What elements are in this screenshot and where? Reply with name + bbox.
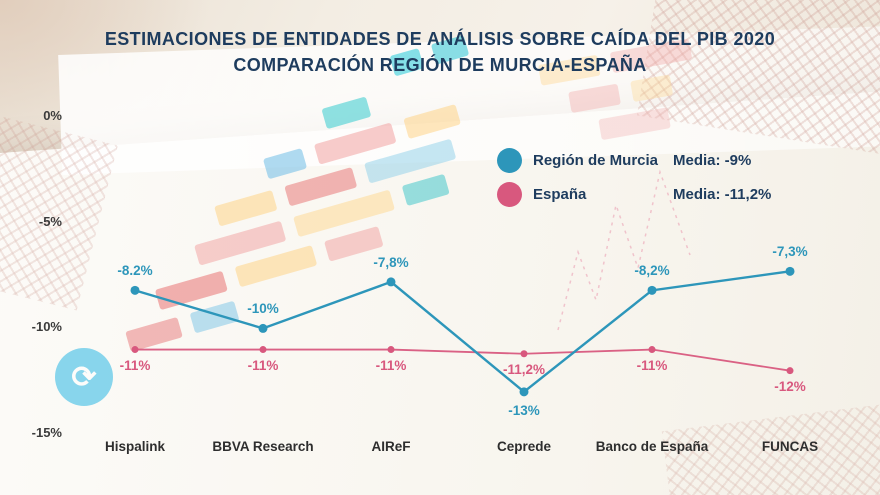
decorative-zigzag-line [557, 169, 691, 331]
x-axis-label-funcas: FUNCAS [761, 439, 819, 454]
espana-value-hispalink: -11% [119, 357, 151, 373]
x-axis-label-bbva: BBVA Research [212, 439, 314, 454]
pie-chart-icon: ⟳ [55, 348, 113, 406]
murcia-legend-dot [497, 147, 522, 173]
espana-media-value: Media: -11,2% [673, 185, 772, 203]
murcia-legend-label: Región de Murcia [533, 151, 659, 169]
x-axis-label-banco: Banco de España [595, 439, 709, 454]
y-axis-label-neg5: -5% [38, 213, 62, 229]
murcia-media-value: Media: -9% [673, 151, 752, 169]
espana-legend-label: España [533, 185, 587, 203]
chart-title: ESTIMACIONES DE ENTIDADES DE ANÁLISIS SO… [0, 26, 880, 78]
espana-value-funcas: -12% [774, 378, 806, 394]
murcia-value-airef: -7,8% [373, 254, 409, 270]
murcia-value-bbva: -10% [247, 301, 279, 317]
chart-title-line2: COMPARACIÓN REGIÓN DE MURCIA-ESPAÑA [233, 55, 647, 75]
legend: Región de Murcia Media: -9% España Media… [497, 143, 771, 211]
x-axis-label-ceprede: Ceprede [496, 439, 552, 454]
murcia-value-banco: -8,2% [634, 263, 670, 279]
y-axis-label-neg10: -10% [31, 319, 62, 335]
y-axis-label-0: 0% [43, 108, 62, 123]
espana-value-banco: -11% [636, 357, 668, 373]
espana-value-ceprede: -11,2% [502, 361, 546, 377]
legend-row-espana: España Media: -11,2% [497, 177, 771, 211]
murcia-value-ceprede: -13% [508, 402, 540, 418]
espana-line [135, 348, 791, 372]
murcia-value-hispalink: -8.2% [117, 263, 153, 279]
espana-legend-dot [497, 181, 522, 207]
x-axis-label-hispalink: Hispalink [104, 439, 166, 454]
data-point-markers [130, 266, 795, 397]
x-axis-label-airef: AIReF [371, 439, 411, 454]
murcia-line [134, 270, 791, 394]
legend-row-murcia: Región de Murcia Media: -9% [497, 143, 771, 177]
murcia-value-funcas: -7,3% [772, 244, 808, 260]
chart-title-line1: ESTIMACIONES DE ENTIDADES DE ANÁLISIS SO… [104, 29, 776, 49]
espana-value-bbva: -11% [247, 357, 279, 373]
espana-value-airef: -11% [375, 357, 407, 373]
y-axis-label-neg15: -15% [31, 425, 62, 441]
